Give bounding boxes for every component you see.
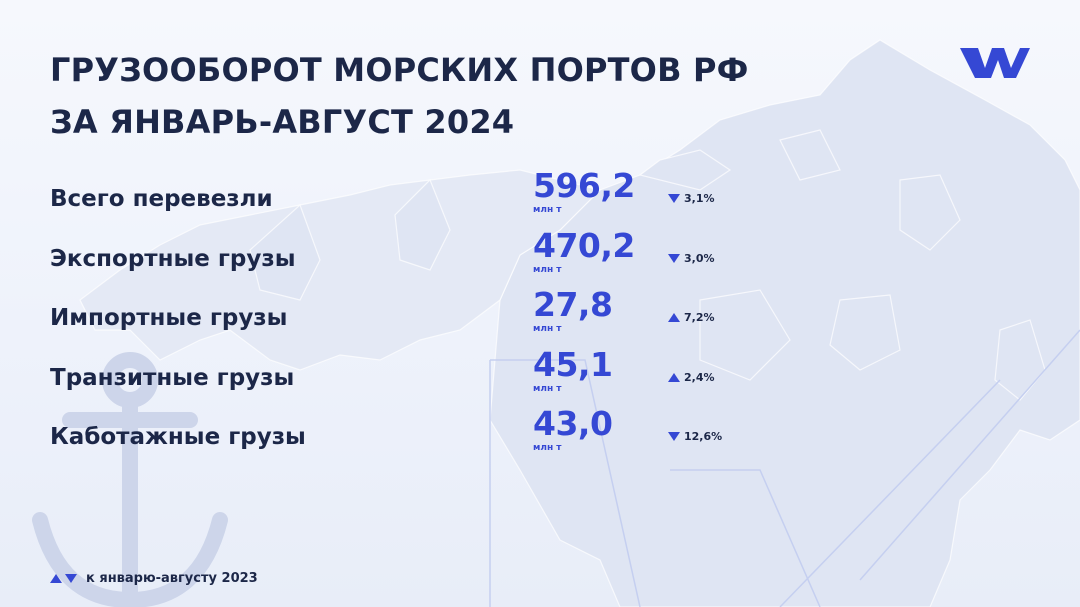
triangle-up-icon	[668, 372, 680, 382]
stat-change: 3,1%	[668, 188, 715, 205]
stat-label: Экспортные грузы	[50, 245, 296, 272]
triangle-up-icon	[668, 313, 680, 322]
stat-change-value: 12,6%	[684, 430, 723, 443]
footnote-text: к январю-августу 2023	[86, 571, 258, 586]
stat-label: Всего перевезли	[50, 186, 273, 212]
stat-unit: млн т	[533, 324, 562, 334]
stat-value: 470,2	[533, 225, 635, 265]
title-line-2: ЗА ЯНВАРЬ-АВГУСТ 2024	[50, 103, 515, 141]
anchor-icon	[32, 352, 228, 607]
stat-change: 2,4%	[668, 367, 715, 384]
stat-value: 43,0	[533, 404, 613, 443]
stat-change: 3,0%	[668, 248, 715, 265]
stat-change-value: 7,2%	[684, 311, 715, 324]
stat-unit: млн т	[533, 205, 562, 215]
page-title: ГРУЗООБОРОТ МОРСКИХ ПОРТОВ РФ ЗА ЯНВАРЬ-…	[50, 44, 749, 148]
outlined-w-graphic	[489, 329, 1080, 607]
stat-change: 7,2%	[668, 307, 715, 324]
stat-unit: млн т	[533, 383, 562, 394]
triangle-down-icon	[65, 574, 77, 583]
stat-change-value: 2,4%	[684, 370, 715, 384]
stat-value: 27,8	[533, 285, 613, 324]
triangle-down-icon	[668, 432, 680, 441]
stat-value: 596,2	[533, 166, 635, 205]
stat-row-cabotage: Каботажные грузы 43,0 млн т 12,6%	[0, 404, 1080, 484]
triangle-down-icon	[668, 253, 680, 263]
triangle-up-icon	[50, 574, 62, 583]
title-line-1: ГРУЗООБОРОТ МОРСКИХ ПОРТОВ РФ	[50, 51, 749, 89]
stat-change: 12,6%	[668, 426, 723, 443]
stat-row-export: Экспортные грузы 470,2 млн т 3,0%	[0, 226, 1080, 306]
stat-value: 45,1	[533, 344, 613, 384]
stat-row-transit: Транзитные грузы 45,1 млн т 2,4%	[0, 345, 1080, 425]
footnote: к январю-августу 2023	[50, 568, 258, 586]
stat-label: Каботажные грузы	[50, 424, 306, 450]
stat-change-value: 3,1%	[684, 192, 715, 205]
stat-change-value: 3,0%	[684, 251, 715, 265]
stat-label: Транзитные грузы	[50, 364, 295, 391]
russia-map-icon	[79, 39, 1080, 607]
stat-unit: млн т	[533, 443, 562, 453]
stat-unit: млн т	[533, 264, 562, 275]
stat-row-total: Всего перевезли 596,2 млн т 3,1%	[0, 166, 1080, 246]
triangle-down-icon	[668, 194, 680, 203]
stat-label: Импортные грузы	[50, 305, 288, 331]
brand-logo-icon	[960, 48, 1030, 78]
stat-row-import: Импортные грузы 27,8 млн т 7,2%	[0, 285, 1080, 365]
